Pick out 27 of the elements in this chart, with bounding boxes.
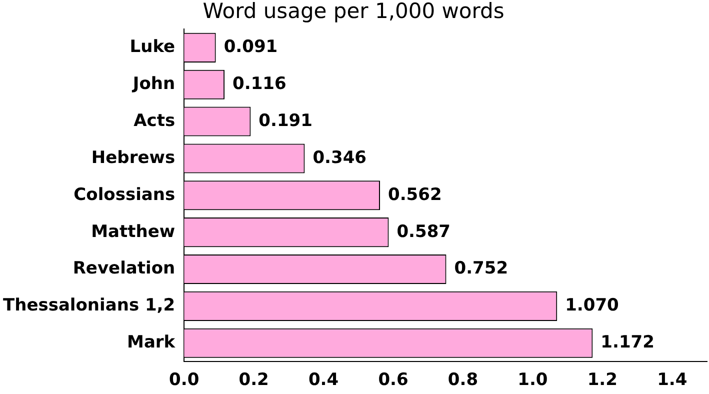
data-label: 1.070 [565,296,620,316]
y-tick-label: Mark [127,332,176,353]
data-label: 0.562 [388,184,442,205]
x-tick-label: 1.2 [587,370,618,390]
y-tick-label: Thessalonians 1,2 [2,296,176,316]
data-label: 1.172 [600,332,654,353]
y-tick-label: Revelation [72,258,176,279]
data-label: 0.346 [312,148,366,168]
x-tick-label: 0.2 [238,370,269,390]
x-tick-label: 0.4 [308,370,339,390]
x-tick-label: 1.0 [518,370,548,390]
chart-title: Word usage per 1,000 words [202,0,504,24]
data-label: 0.191 [258,110,312,131]
data-label: 0.116 [232,74,286,94]
data-label: 0.752 [454,258,508,279]
x-tick-label: 1.4 [657,370,688,390]
y-tick-label: John [132,74,176,94]
data-label: 0.091 [224,37,278,58]
data-label: 0.587 [396,222,451,242]
y-tick-label: Colossians [74,184,176,205]
y-tick-label: Hebrews [91,148,176,168]
x-tick-label: 0.0 [169,370,200,390]
x-tick-label: 0.8 [448,370,478,390]
x-tick-label: 0.6 [378,370,408,390]
y-tick-label: Matthew [91,222,176,242]
y-tick-label: Luke [130,37,176,58]
y-tick-label: Acts [134,110,176,131]
